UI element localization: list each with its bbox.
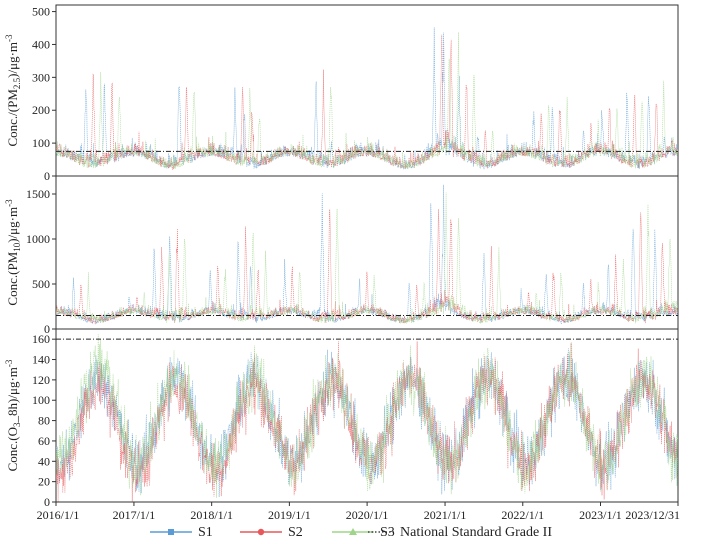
legend-label-S3: S3 [380, 525, 395, 540]
ytick-label: 140 [32, 353, 50, 367]
ylabel-PM10: Conc.(PM10)/μg·m-3 [4, 199, 22, 306]
legend-label-S1: S1 [198, 525, 213, 540]
xtick-label: 2021/1/1 [424, 508, 467, 522]
ytick-label: 0 [44, 495, 50, 509]
series-S2-PM10 [56, 209, 678, 325]
xtick-label: 2023/1/1 [579, 508, 622, 522]
panel-frame-PM10 [55, 175, 679, 330]
ytick-label: 120 [32, 373, 50, 387]
ytick-label: 300 [32, 70, 50, 84]
legend-marker-S1 [168, 529, 174, 535]
series-S1-PM10 [56, 184, 678, 324]
series-S3-O3_8h [56, 334, 678, 498]
xtick-label: 2017/1/1 [113, 508, 156, 522]
ytick-label: 100 [32, 136, 50, 150]
legend-label-standard: National Standard Grade II [400, 525, 552, 540]
ytick-label: 1500 [26, 187, 50, 201]
xtick-label: 2018/1/1 [190, 508, 233, 522]
ytick-label: 400 [32, 37, 50, 51]
ytick-label: 60 [38, 434, 50, 448]
ytick-label: 100 [32, 393, 50, 407]
ytick-label: 500 [32, 277, 50, 291]
ytick-label: 80 [38, 414, 50, 428]
xtick-label: 2023/12/31 [625, 508, 680, 522]
xtick-label: 2019/1/1 [268, 508, 311, 522]
xtick-label: 2020/1/1 [346, 508, 389, 522]
ylabel-O3_8h: Conc.(O3_8h)/μg·m-3 [4, 359, 22, 471]
ytick-label: 500 [32, 5, 50, 19]
legend-marker-S2 [257, 528, 265, 536]
legend-label-S2: S2 [288, 525, 303, 540]
series-S3-PM10 [56, 192, 678, 325]
ytick-label: 40 [38, 454, 50, 468]
ytick-label: 1000 [26, 232, 50, 246]
ytick-label: 200 [32, 103, 50, 117]
xtick-label: 2022/1/1 [501, 508, 544, 522]
ytick-label: 0 [44, 322, 50, 336]
ytick-label: 160 [32, 332, 50, 346]
ytick-label: 0 [44, 169, 50, 183]
ylabel-PM2.5: Conc./(PM2.5)/μg·m-3 [4, 34, 22, 147]
ytick-label: 20 [38, 475, 50, 489]
xtick-label: 2016/1/1 [37, 508, 80, 522]
series-S1-PM2.5 [56, 27, 678, 170]
legend-marker-S3 [349, 528, 357, 535]
